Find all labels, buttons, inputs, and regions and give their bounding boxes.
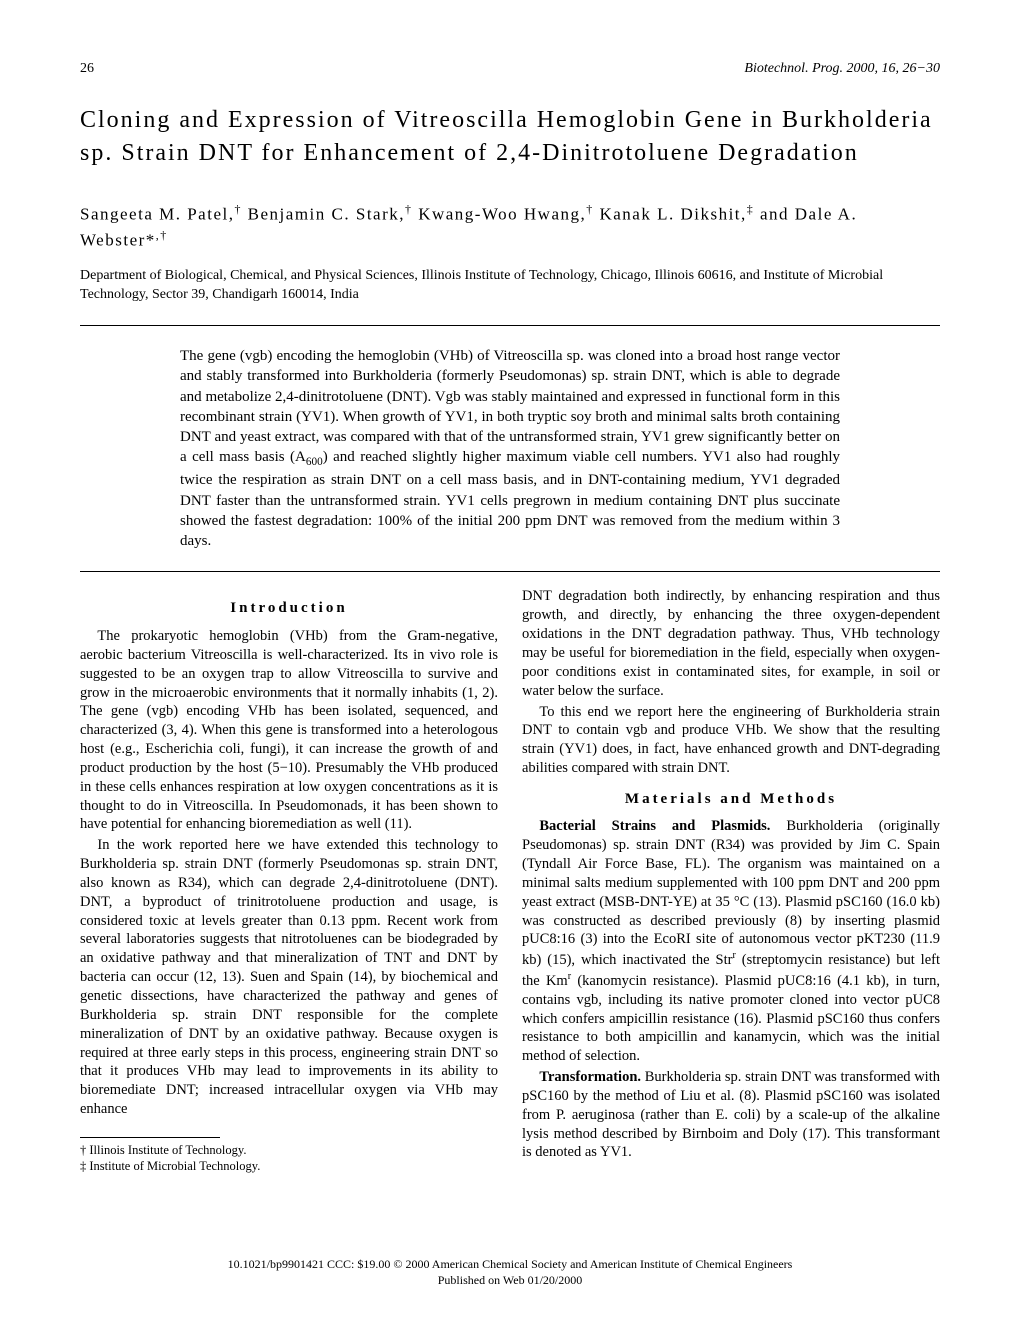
left-column: Introduction The prokaryotic hemoglobin … bbox=[80, 587, 498, 1174]
footer: 10.1021/bp9901421 CCC: $19.00 © 2000 Ame… bbox=[0, 1256, 1020, 1288]
footnote-rule bbox=[80, 1137, 220, 1138]
footer-line-1: 10.1021/bp9901421 CCC: $19.00 © 2000 Ame… bbox=[0, 1256, 1020, 1272]
rule-bottom bbox=[80, 571, 940, 572]
intro-para-1: The prokaryotic hemoglobin (VHb) from th… bbox=[80, 627, 498, 834]
journal-citation: Biotechnol. Prog. 2000, 16, 26−30 bbox=[744, 60, 940, 79]
intro-para-2: In the work reported here we have extend… bbox=[80, 836, 498, 1119]
col2-para-2: To this end we report here the engineeri… bbox=[522, 703, 940, 778]
affiliation: Department of Biological, Chemical, and … bbox=[80, 267, 940, 305]
body-columns: Introduction The prokaryotic hemoglobin … bbox=[80, 587, 940, 1174]
methods-heading: Materials and Methods bbox=[522, 790, 940, 810]
methods-para-1: Bacterial Strains and Plasmids. Burkhold… bbox=[522, 817, 940, 1066]
footnote-1: † Illinois Institute of Technology. bbox=[80, 1142, 498, 1158]
intro-heading: Introduction bbox=[80, 599, 498, 619]
col2-para-1: DNT degradation both indirectly, by enha… bbox=[522, 587, 940, 700]
authors: Sangeeta M. Patel,† Benjamin C. Stark,† … bbox=[80, 201, 940, 252]
article-title: Cloning and Expression of Vitreoscilla H… bbox=[80, 104, 940, 171]
rule-top bbox=[80, 325, 940, 326]
methods-para-2: Transformation. Burkholderia sp. strain … bbox=[522, 1068, 940, 1162]
footer-line-2: Published on Web 01/20/2000 bbox=[0, 1272, 1020, 1288]
header: 26 Biotechnol. Prog. 2000, 16, 26−30 bbox=[80, 60, 940, 79]
footnote-2: ‡ Institute of Microbial Technology. bbox=[80, 1158, 498, 1174]
abstract: The gene (vgb) encoding the hemoglobin (… bbox=[180, 346, 840, 551]
page-number: 26 bbox=[80, 60, 94, 79]
right-column: DNT degradation both indirectly, by enha… bbox=[522, 587, 940, 1174]
